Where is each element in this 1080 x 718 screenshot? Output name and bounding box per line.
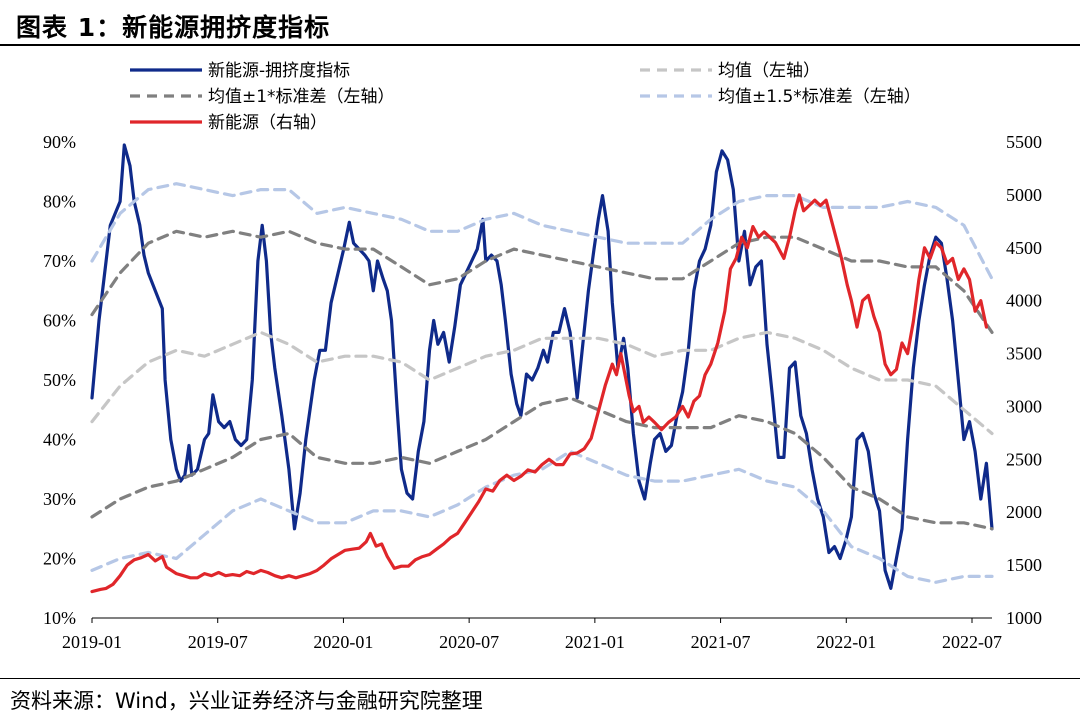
y-left-tick-label: 70%: [43, 251, 76, 271]
legend-label: 均值±1.5*标准差（左轴）: [718, 87, 921, 107]
series-line: [90, 330, 994, 436]
legend-label: 均值（左轴）: [718, 61, 820, 81]
y-right-tick-label: 1500: [1006, 555, 1042, 575]
series-line: [90, 193, 988, 594]
y-right-tick-label: 3000: [1006, 396, 1042, 416]
x-tick-label: 2022-01: [816, 632, 876, 652]
x-tick-label: 2020-01: [313, 632, 373, 652]
y-right-tick-label: 4500: [1006, 238, 1042, 258]
y-right-tick-label: 5500: [1006, 132, 1042, 152]
y-right-tick-label: 4000: [1006, 291, 1042, 311]
series-line: [90, 396, 994, 531]
y-right-tick-label: 2000: [1006, 502, 1042, 522]
series-line: [90, 182, 994, 281]
y-left-tick-label: 50%: [43, 370, 76, 390]
source-divider: [0, 678, 1080, 679]
y-right-tick-label: 1000: [1006, 608, 1042, 628]
y-left-tick-label: 20%: [43, 549, 76, 569]
legend-label: 新能源-拥挤度指标: [208, 61, 350, 81]
legend-label: 新能源（右轴）: [208, 113, 327, 133]
series-line: [90, 229, 994, 334]
x-tick-label: 2022-07: [942, 632, 1002, 652]
x-tick-label: 2020-07: [439, 632, 499, 652]
title-divider: [0, 44, 1080, 46]
y-right-tick-label: 5000: [1006, 185, 1042, 205]
y-left-tick-label: 90%: [43, 132, 76, 152]
legend-label: 均值±1*标准差（左轴）: [208, 87, 395, 107]
series-line: [90, 449, 994, 584]
series-line: [90, 143, 994, 590]
y-left-tick-label: 10%: [43, 608, 76, 628]
y-left-tick-label: 60%: [43, 311, 76, 331]
x-tick-label: 2021-01: [565, 632, 625, 652]
y-left-tick-label: 80%: [43, 192, 76, 212]
x-tick-label: 2019-07: [188, 632, 248, 652]
x-tick-label: 2019-01: [62, 632, 122, 652]
x-tick-label: 2021-07: [691, 632, 751, 652]
y-right-tick-label: 2500: [1006, 449, 1042, 469]
chart-title: 图表 1：新能源拥挤度指标: [16, 13, 331, 42]
y-left-tick-label: 40%: [43, 430, 76, 450]
source-note: 资料来源：Wind，兴业证券经济与金融研究院整理: [10, 689, 483, 713]
y-left-tick-label: 30%: [43, 489, 76, 509]
y-right-tick-label: 3500: [1006, 344, 1042, 364]
